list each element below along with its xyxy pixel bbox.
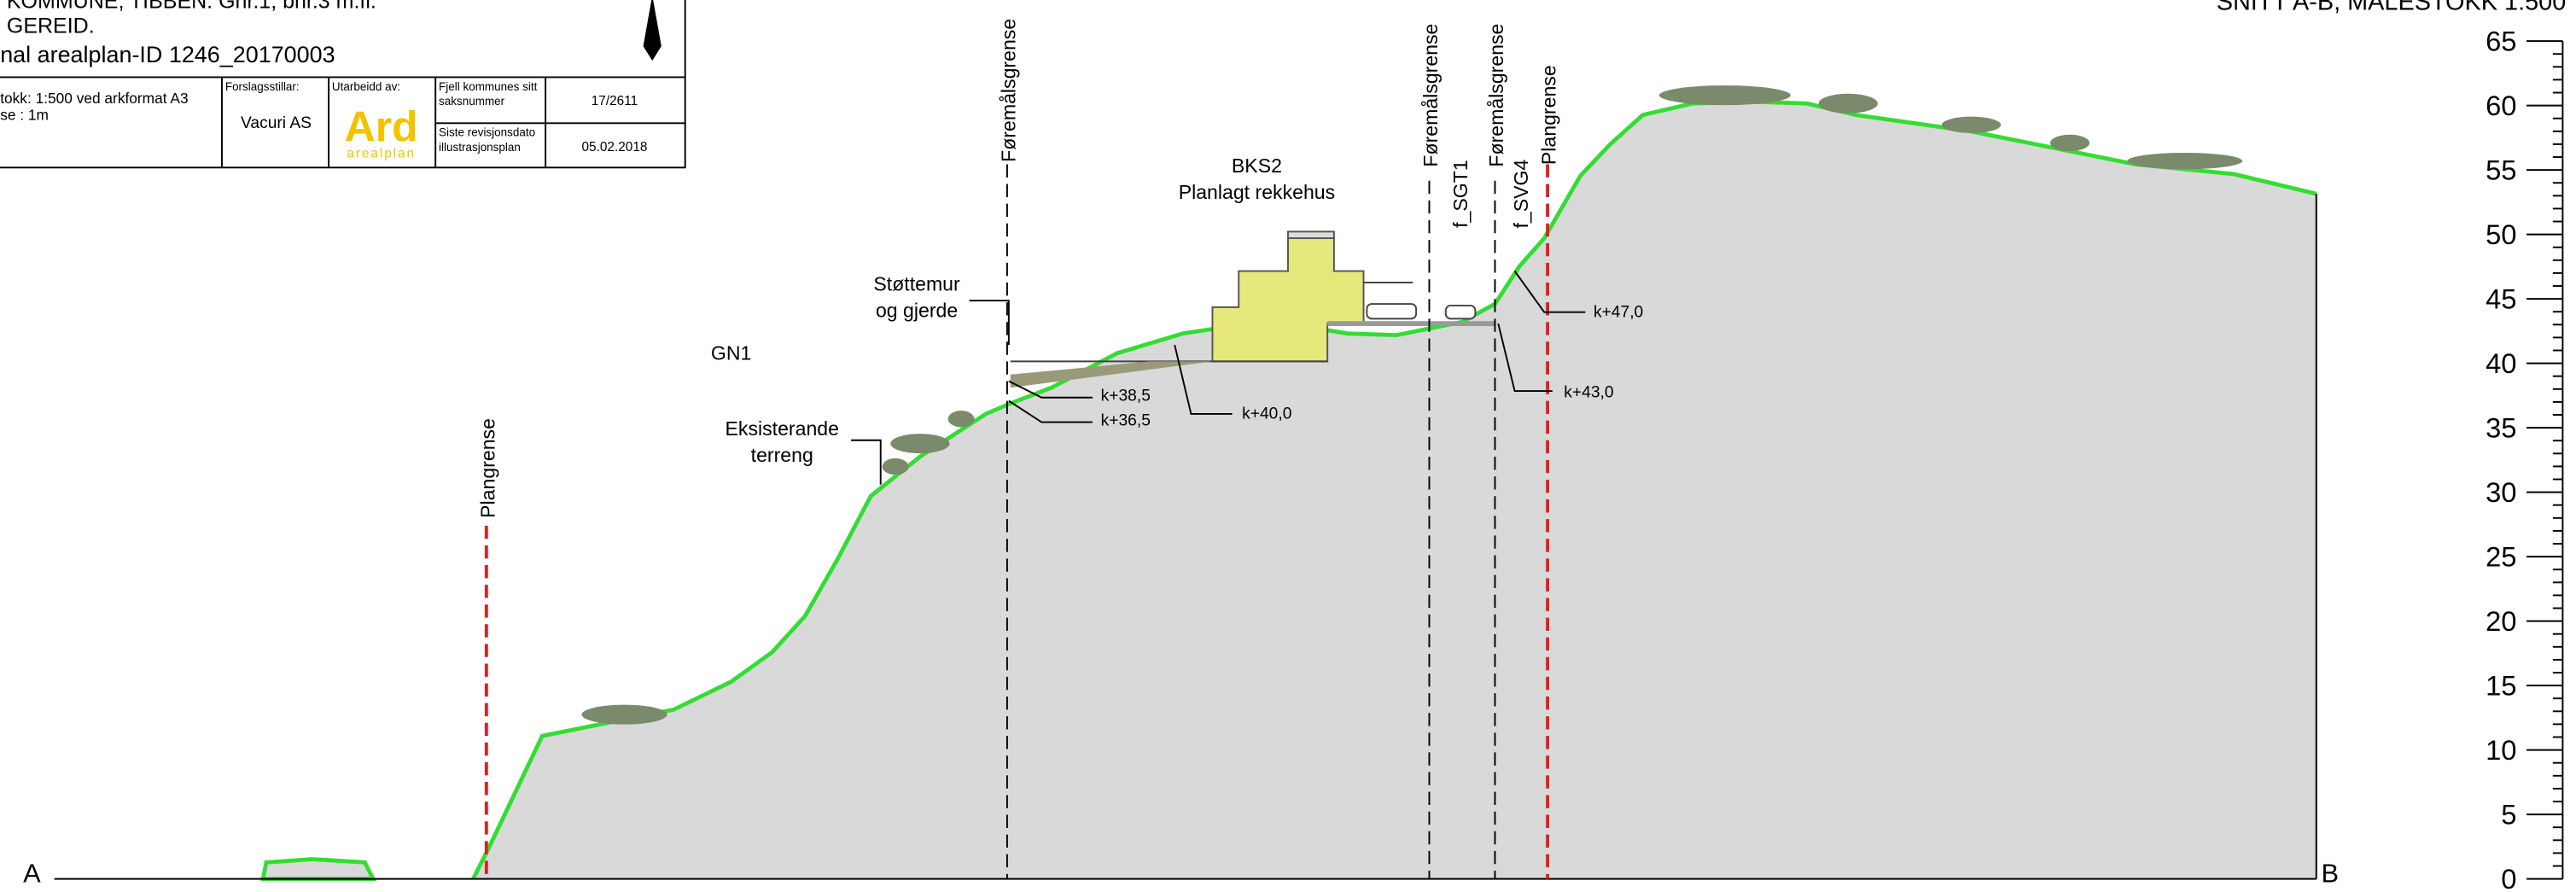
- scale-label: 55: [2486, 154, 2516, 186]
- tb-cell: Fjell kommunes sitt saksnummer: [439, 82, 538, 109]
- label: Plangrense: [1538, 65, 1560, 165]
- label: f_SGT1: [1449, 160, 1472, 228]
- car: [1366, 303, 1418, 320]
- leaders: [851, 270, 1586, 485]
- section-title: SNITT A-B, MÅLESTOKK 1:500: [2217, 0, 2567, 16]
- label: Eksisterande: [726, 417, 839, 440]
- level: k+47,0: [1594, 303, 1643, 321]
- terrain-bump: [260, 857, 376, 882]
- logo: arealplan: [347, 147, 416, 161]
- tb-text: Vacuri AS: [241, 114, 312, 132]
- plan-lines: [484, 164, 1549, 879]
- tb-text: 17/2611: [592, 94, 638, 108]
- tb-text: tokk: 1:500 ved arkformat A3: [0, 90, 188, 107]
- label: Føremålsgrense: [1485, 24, 1507, 167]
- purpose-lines: [1005, 164, 1496, 879]
- tb-text: se : 1m: [0, 106, 49, 123]
- level: k+40,0: [1242, 405, 1291, 423]
- scale-label: 60: [2486, 90, 2516, 121]
- label: Føremålsgrense: [998, 19, 1020, 162]
- scale-label: 5: [2501, 799, 2516, 831]
- scale-label: 20: [2486, 605, 2516, 637]
- level: k+43,0: [1564, 384, 1613, 402]
- scale-label: 0: [2501, 863, 2516, 892]
- tb-text: nal arealplan-ID 1246_20170003: [0, 42, 335, 67]
- label: Planlagt rekkehus: [1179, 181, 1335, 203]
- tb-text: Fjell kommunes sitt saksnummer: [439, 82, 538, 109]
- scale-label: 30: [2486, 476, 2516, 508]
- point-label: B: [2322, 858, 2340, 888]
- label: terreng: [751, 444, 813, 466]
- logo: Ard: [345, 103, 418, 151]
- label: Støttemur: [873, 273, 960, 295]
- tb-text: Siste revisjonsdato illustrasjonsplan: [439, 128, 536, 154]
- level: k+36,5: [1101, 411, 1151, 429]
- car: [1444, 304, 1477, 320]
- tb-text: 05.02.2018: [581, 140, 647, 154]
- scale-label: 45: [2486, 283, 2516, 315]
- tb-text: GEREID.: [7, 14, 95, 38]
- scale-label: 40: [2486, 347, 2516, 379]
- label: og gjerde: [876, 299, 958, 321]
- point-label: A: [23, 858, 41, 888]
- scale-label: 15: [2486, 670, 2516, 702]
- scale-label: 10: [2486, 734, 2516, 766]
- scale-label: 65: [2486, 26, 2516, 57]
- terrain-fill: [473, 102, 2317, 879]
- tb-text: Utarbeidd av:: [332, 80, 400, 93]
- scale-bar: 0 5 10 15 20 25 30 35 40 45 50 55 60 65: [2486, 26, 2564, 892]
- tb-text: Forslagsstillar:: [225, 80, 300, 93]
- tb-text: KOMMUNE, TIBBEN. Gnr.1, bnr.3 m.fl.: [7, 0, 376, 14]
- scale-label: 25: [2486, 541, 2516, 573]
- tb-cell: Siste revisjonsdato illustrasjonsplan: [439, 128, 536, 154]
- label: Føremålsgrense: [1419, 24, 1442, 167]
- label: Plangrense: [476, 418, 498, 518]
- label: BKS2: [1232, 154, 1282, 177]
- title-block: [0, 0, 686, 169]
- level: k+38,5: [1101, 388, 1151, 405]
- shrubs: [581, 85, 2243, 725]
- label: f_SVG4: [1510, 160, 1532, 229]
- label: GN1: [711, 341, 751, 364]
- scale-label: 35: [2486, 412, 2516, 444]
- roof: [1287, 230, 1335, 240]
- scale-label: 50: [2486, 219, 2516, 250]
